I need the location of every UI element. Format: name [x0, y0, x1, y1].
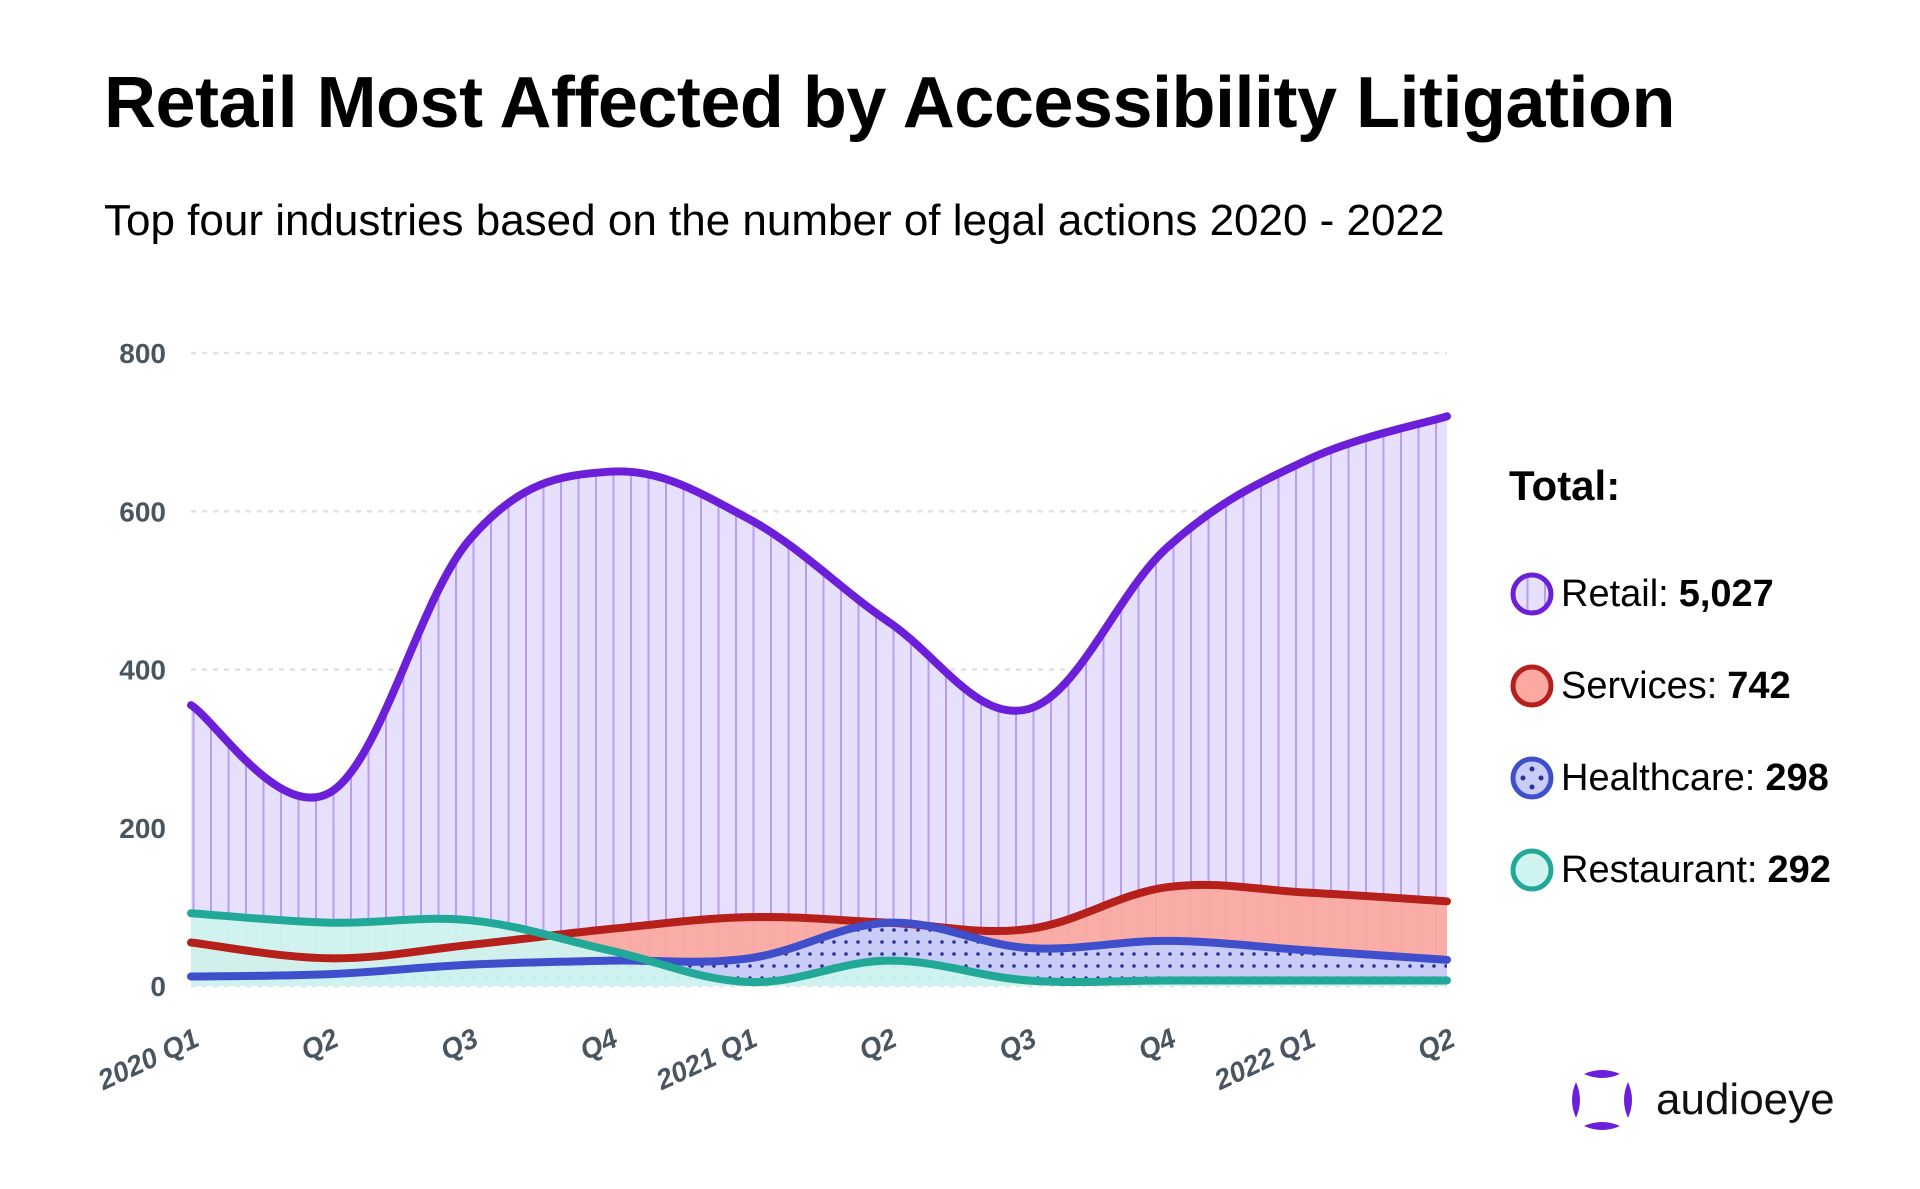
legend-total: 742 — [1727, 664, 1791, 707]
x-tick-label: 2020 Q1 — [92, 1022, 203, 1096]
legend-title: Total: — [1509, 462, 1621, 509]
restaurant-swatch-icon — [1510, 848, 1554, 892]
legend-label: Healthcare: — [1561, 756, 1756, 799]
legend: Total: Retail: 5,027 Services: 742 Healthc… — [1509, 462, 1831, 916]
restaurant-area — [191, 913, 1447, 986]
retail-line — [187, 412, 1451, 802]
healthcare-swatch-icon — [1510, 756, 1554, 800]
x-tick-label: Q4 — [575, 1022, 622, 1066]
y-tick-label: 600 — [119, 496, 166, 527]
legend-item-healthcare: Healthcare: 298 — [1509, 732, 1831, 824]
audioeye-logo: audioeye — [1570, 1068, 1835, 1132]
legend-total: 5,027 — [1678, 572, 1774, 615]
retail-area — [191, 416, 1447, 986]
legend-total: 292 — [1767, 848, 1831, 891]
y-tick-label: 800 — [119, 338, 166, 369]
legend-label: Restaurant: — [1561, 848, 1758, 891]
services-line — [187, 880, 1451, 963]
y-tick-label: 200 — [119, 813, 166, 844]
x-tick-label: Q2 — [296, 1022, 343, 1066]
retail-swatch-icon — [1510, 572, 1554, 616]
healthcare-line — [187, 918, 1451, 981]
x-tick-label: Q4 — [1133, 1022, 1180, 1066]
x-tick-label: Q2 — [854, 1022, 901, 1066]
x-tick-label: Q3 — [994, 1022, 1041, 1066]
legend-item-restaurant: Restaurant: 292 — [1509, 824, 1831, 916]
restaurant-line — [187, 909, 1451, 987]
legend-label: Services: — [1561, 664, 1718, 707]
x-tick-label: Q2 — [1413, 1022, 1460, 1066]
legend-item-retail: Retail: 5,027 — [1509, 548, 1831, 640]
y-tick-label: 400 — [119, 655, 166, 686]
legend-total: 298 — [1765, 756, 1829, 799]
chart-subtitle: Top four industries based on the number … — [104, 196, 1445, 245]
x-tick-label: 2021 Q1 — [650, 1022, 761, 1096]
legend-label: Retail: — [1561, 572, 1669, 615]
services-swatch-icon — [1510, 664, 1554, 708]
legend-item-services: Services: 742 — [1509, 640, 1831, 732]
chart-title: Retail Most Affected by Accessibility Li… — [104, 63, 1675, 143]
audioeye-logo-icon — [1572, 1070, 1632, 1130]
logo-text: audioeye — [1656, 1075, 1835, 1124]
y-tick-label: 0 — [150, 971, 166, 1002]
x-tick-label: Q3 — [436, 1022, 483, 1066]
x-tick-label: 2022 Q1 — [1209, 1022, 1320, 1096]
